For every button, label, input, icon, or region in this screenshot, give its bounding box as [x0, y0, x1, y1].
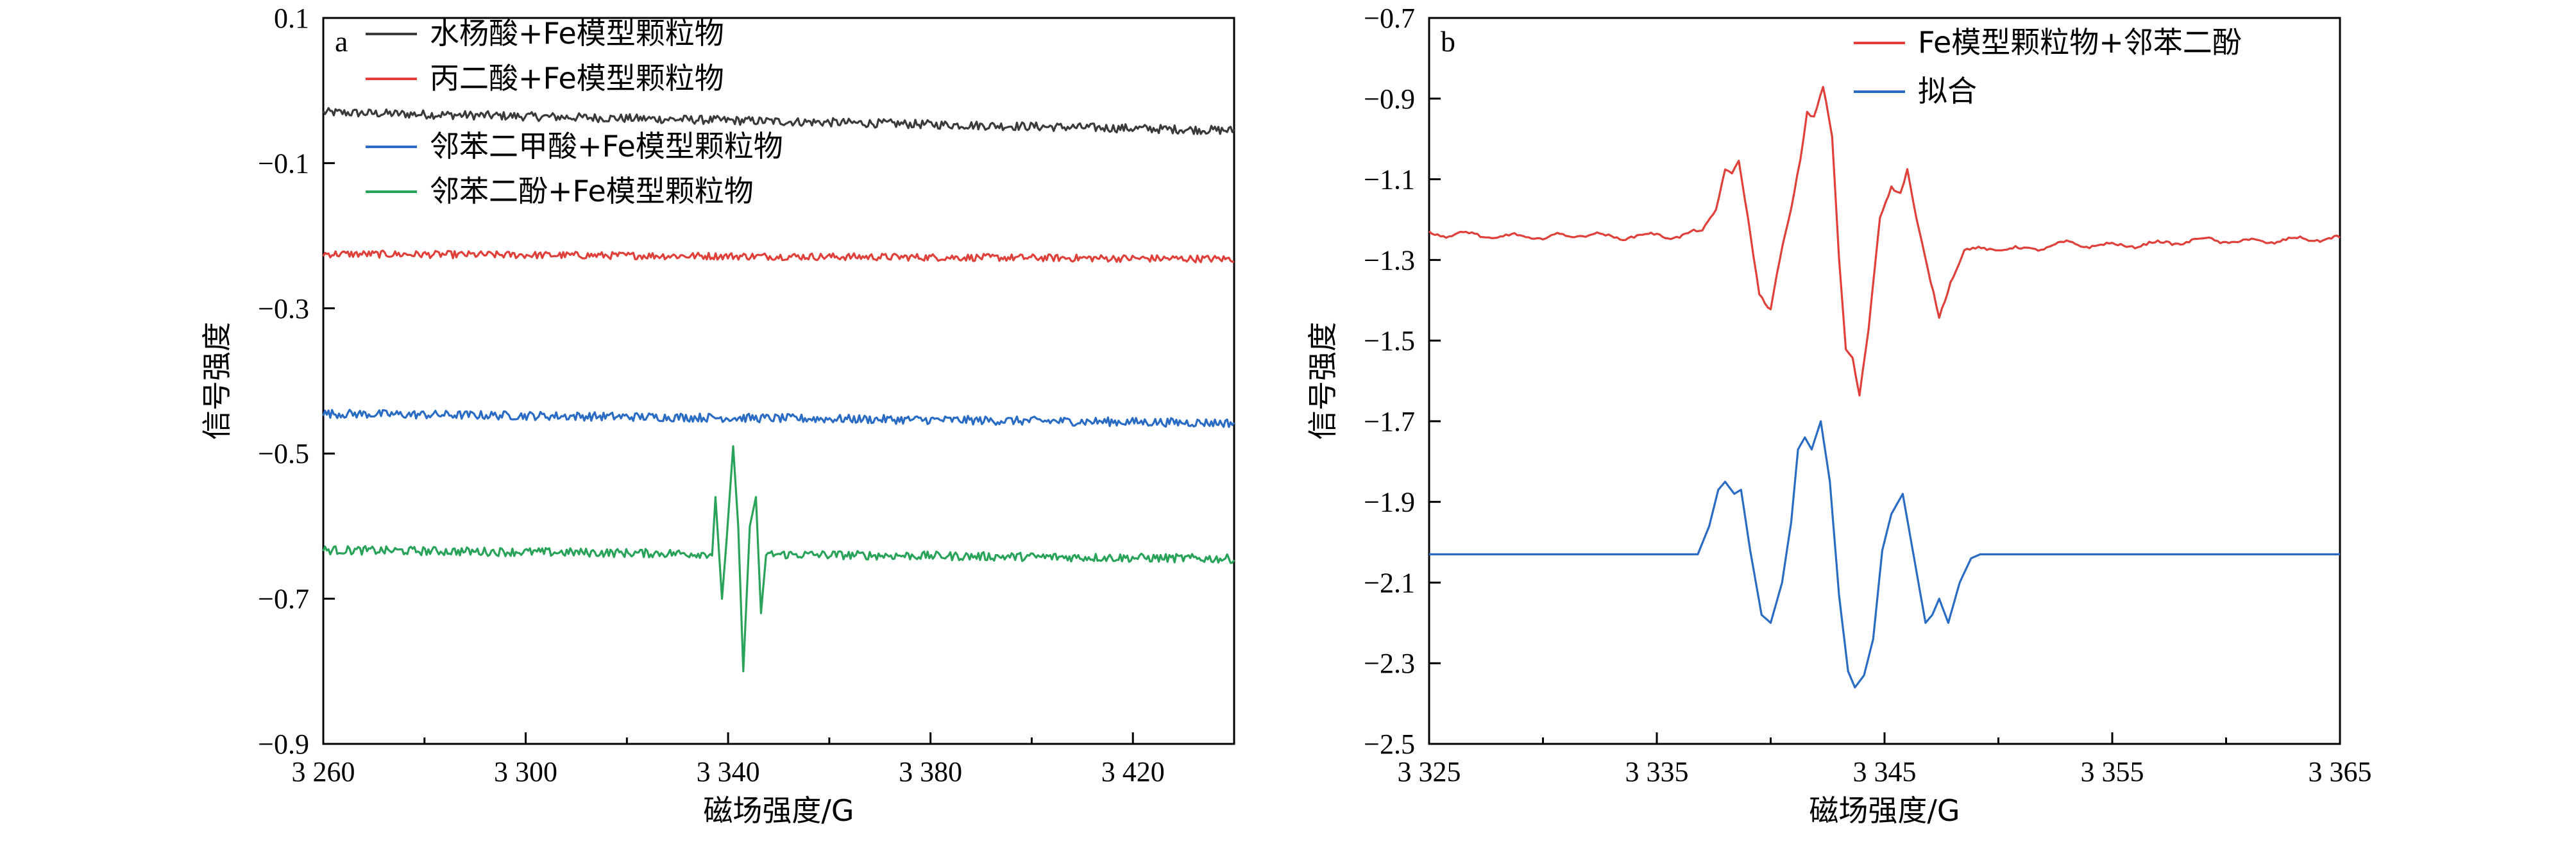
y-tick-label: −0.7: [258, 584, 309, 615]
y-tick-label: −1.5: [1364, 325, 1415, 357]
plot-frame: [322, 17, 1235, 745]
y-tick-label: −1.9: [1364, 487, 1415, 518]
y-tick-label: −0.3: [258, 293, 309, 324]
y-tick-label: −0.1: [258, 147, 309, 179]
chart-panel-b: −0.7 −0.9 −1.1 −1.3 −1.5 −1.7 −1.9 −2.1 −2.3 −2.5…: [1305, 3, 2372, 828]
y-tick-label: −2.5: [1364, 728, 1415, 760]
y-tick-label: −2.1: [1364, 567, 1415, 598]
y-tick-label: −1.7: [1364, 406, 1415, 437]
series-line-2: [1429, 420, 2340, 689]
legend-label: Fe模型颗粒物+邻苯二酚: [1918, 25, 2242, 60]
panel-label: a: [335, 25, 348, 58]
x-tick-label: 3 260: [292, 756, 355, 787]
series-line-4: [322, 445, 1235, 673]
y-tick-label: −0.7: [1364, 3, 1415, 34]
legend-label: 水杨酸+Fe模型颗粒物: [430, 16, 724, 51]
y-tick-label: −0.5: [258, 438, 309, 469]
series-line-1: [322, 107, 1235, 135]
x-axis-title: 磁场强度/G: [1809, 793, 1960, 828]
x-tick-label: 3 345: [1853, 756, 1917, 787]
x-tick-label: 3 335: [1625, 756, 1689, 787]
x-tick-label: 3 365: [2309, 756, 2372, 787]
series-line-3: [322, 408, 1235, 428]
series-line-2: [322, 249, 1235, 264]
x-tick-label: 3 380: [899, 756, 962, 787]
chart-panel-a: 0.1 −0.1 −0.3 −0.5 −0.7 −0.93 260 3 300 3 340 3 …: [199, 3, 1235, 828]
y-axis-title: 信号强度: [199, 322, 234, 440]
series-line-1: [1428, 85, 2341, 397]
x-tick-label: 3 355: [2081, 756, 2144, 787]
x-tick-label: 3 300: [494, 756, 557, 787]
y-axis-title: 信号强度: [1305, 322, 1340, 440]
legend-label: 丙二酸+Fe模型颗粒物: [430, 61, 724, 96]
legend-label: 邻苯二甲酸+Fe模型颗粒物: [430, 129, 783, 164]
panel-label: b: [1441, 25, 1455, 58]
y-tick-label: 0.1: [274, 3, 309, 34]
x-tick-label: 3 340: [697, 756, 760, 787]
legend: 水杨酸+Fe模型颗粒物丙二酸+Fe模型颗粒物邻苯二甲酸+Fe模型颗粒物邻苯二酚+…: [366, 16, 783, 208]
y-tick-label: −0.9: [1364, 83, 1415, 115]
y-tick-label: −1.3: [1364, 244, 1415, 276]
y-tick-label: −0.9: [258, 728, 309, 760]
x-tick-label: 3 420: [1101, 756, 1165, 787]
plot-frame: [1428, 17, 2341, 745]
x-tick-label: 3 325: [1398, 756, 1461, 787]
x-axis-title: 磁场强度/G: [703, 793, 854, 828]
y-tick-label: −2.3: [1364, 648, 1415, 679]
legend-label: 拟合: [1918, 74, 1977, 108]
y-tick-label: −1.1: [1364, 164, 1415, 196]
legend-label: 邻苯二酚+Fe模型颗粒物: [430, 174, 754, 208]
